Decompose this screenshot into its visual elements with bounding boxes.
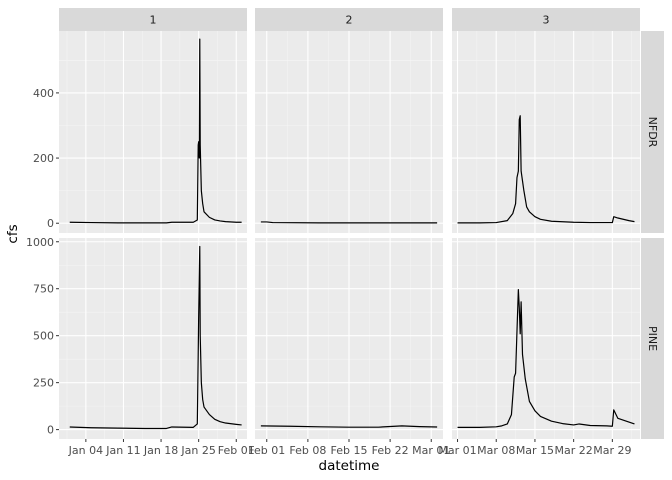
x-tick-label: Mar 22 [555,444,593,457]
series-lines [69,38,635,430]
y-tick-label: 0 [47,424,54,437]
x-tick-label: Mar 29 [593,444,631,457]
y-tick-label: 0 [47,217,54,230]
y-tick-label: 500 [33,330,54,343]
x-tick-label: Feb 08 [289,444,326,457]
y-tick-label: 1000 [26,236,54,249]
x-tick-label: Mar 08 [477,444,515,457]
series-line [69,245,242,430]
panel-background [59,31,247,233]
axis-ticks: 0 200 400 0 250 500 750 1000 Jan 04 Jan 11 Jan 18 J… [26,87,631,457]
y-tick-label: 750 [33,283,54,296]
facet-label-right: PINE [646,326,659,351]
facet-label-top: 3 [543,14,550,27]
facet-label-top: 2 [346,14,353,27]
x-tick-label: Feb 15 [331,444,368,457]
facet-label-right: NFDR [646,117,659,148]
facet-strip-right [641,238,664,439]
facet-strip-top [452,8,640,31]
facet-strip-top [59,8,247,31]
panel-background [452,238,640,439]
x-tick-label: Mar 15 [516,444,554,457]
x-tick-label: Jan 18 [143,444,178,457]
facet-strip-top [255,8,443,31]
x-tick-label: Jan 11 [105,444,140,457]
series-line [457,115,635,224]
series-line [69,38,242,224]
series-line [260,425,438,428]
x-tick-label: Jan 04 [68,444,103,457]
panel-background [59,238,247,439]
series-line [260,221,438,224]
facet-strips: 1 2 3 NFDR PINE [59,8,664,439]
y-tick-label: 400 [33,87,54,100]
gridlines [59,31,640,439]
y-tick-label: 200 [33,152,54,165]
y-tick-label: 250 [33,377,54,390]
x-tick-label: Mar 01 [438,444,476,457]
x-tick-label: Feb 01 [218,444,255,457]
x-tick-label: Jan 25 [180,444,215,457]
series-line [457,289,635,428]
panel-background [452,31,640,233]
x-axis-title: datetime [319,458,380,474]
x-tick-label: Feb 22 [372,444,409,457]
facet-label-top: 1 [150,14,157,27]
y-axis-title: cfs [5,224,21,243]
facet-strip-right [641,31,664,233]
x-tick-label: Feb 01 [248,444,285,457]
x-tick-label: Mar 01 [412,444,450,457]
